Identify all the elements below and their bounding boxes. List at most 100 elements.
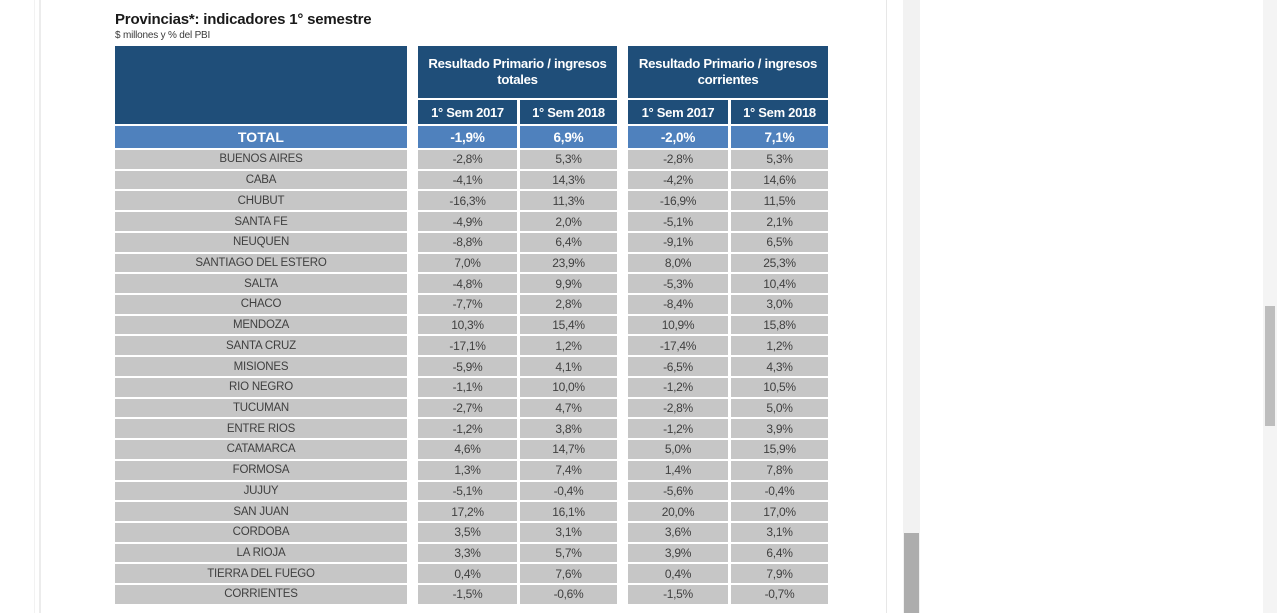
value-cell: 4,7% [517, 396, 617, 418]
value-cell: 3,9% [628, 541, 728, 563]
page-title: Provincias*: indicadores 1° semestre [115, 11, 372, 28]
value-cell: 2,8% [517, 293, 617, 314]
value-cell: 3,8% [517, 417, 617, 439]
value-cell: -4,9% [418, 210, 517, 231]
value-cell: 7,9% [728, 562, 828, 584]
value-cell: 5,0% [728, 396, 828, 418]
total-value: 6,9% [517, 124, 617, 148]
provinces-table: Resultado Primario / ingresos totales Re… [115, 46, 828, 604]
province-label: CHUBUT [115, 189, 407, 211]
province-label: RIO NEGRO [115, 375, 407, 397]
subheader-sem2018-totales: 1° Sem 2018 [517, 100, 617, 124]
viewer-edge-line [34, 0, 35, 613]
province-label: CABA [115, 168, 407, 190]
value-cell: 5,3% [517, 148, 617, 169]
value-cell: 1,3% [418, 458, 517, 480]
value-cell: 5,0% [628, 438, 728, 459]
province-label: SANTIAGO DEL ESTERO [115, 251, 407, 273]
value-cell: -4,1% [418, 168, 517, 190]
value-cell: 7,8% [728, 458, 828, 480]
total-value: 7,1% [728, 124, 828, 148]
province-label: CORDOBA [115, 520, 407, 542]
value-cell: 23,9% [517, 251, 617, 273]
value-cell: -1,2% [418, 417, 517, 439]
value-cell: -4,8% [418, 272, 517, 294]
value-cell: 9,9% [517, 272, 617, 294]
page-right-border [886, 0, 887, 613]
value-cell: -5,3% [628, 272, 728, 294]
window-scrollbar-thumb[interactable] [1265, 306, 1275, 426]
value-cell: -1,5% [418, 583, 517, 604]
value-cell: 11,5% [728, 189, 828, 211]
value-cell: -6,5% [628, 355, 728, 376]
document-page: Provincias*: indicadores 1° semestre $ m… [41, 0, 886, 613]
value-cell: 10,0% [517, 375, 617, 397]
subheader-sem2017-totales: 1° Sem 2017 [418, 100, 517, 124]
value-cell: 10,5% [728, 375, 828, 397]
value-cell: -2,8% [628, 396, 728, 418]
value-cell: 25,3% [728, 251, 828, 273]
province-label: CATAMARCA [115, 438, 407, 459]
province-label: MISIONES [115, 355, 407, 376]
value-cell: 20,0% [628, 500, 728, 521]
province-label: LA RIOJA [115, 541, 407, 563]
value-cell: 10,9% [628, 313, 728, 335]
table-corner-cell [115, 46, 407, 124]
value-cell: -2,8% [628, 148, 728, 169]
value-cell: 14,6% [728, 168, 828, 190]
value-cell: 15,4% [517, 313, 617, 335]
value-cell: -8,4% [628, 293, 728, 314]
value-cell: 14,3% [517, 168, 617, 190]
value-cell: 10,3% [418, 313, 517, 335]
page-scrollbar-track[interactable] [903, 0, 920, 613]
province-label: FORMOSA [115, 458, 407, 480]
value-cell: 17,0% [728, 500, 828, 521]
value-cell: 0,4% [418, 562, 517, 584]
value-cell: 10,4% [728, 272, 828, 294]
value-cell: 17,2% [418, 500, 517, 521]
value-cell: -0,6% [517, 583, 617, 604]
value-cell: 3,1% [517, 520, 617, 542]
province-label: BUENOS AIRES [115, 148, 407, 169]
province-label: NEUQUEN [115, 230, 407, 252]
value-cell: -0,7% [728, 583, 828, 604]
total-value: -2,0% [628, 124, 728, 148]
value-cell: -5,1% [418, 479, 517, 501]
group-header-corrientes: Resultado Primario / ingresos corrientes [628, 46, 828, 100]
subheader-sem2018-corrientes: 1° Sem 2018 [728, 100, 828, 124]
value-cell: -0,4% [517, 479, 617, 501]
province-label: CHACO [115, 293, 407, 314]
value-cell: 2,0% [517, 210, 617, 231]
group-header-totales: Resultado Primario / ingresos totales [418, 46, 617, 100]
province-label: SALTA [115, 272, 407, 294]
value-cell: -8,8% [418, 230, 517, 252]
value-cell: 11,3% [517, 189, 617, 211]
value-cell: -4,2% [628, 168, 728, 190]
window-scrollbar-track[interactable] [1263, 0, 1277, 613]
value-cell: 6,4% [517, 230, 617, 252]
province-label: TUCUMAN [115, 396, 407, 418]
value-cell: -0,4% [728, 479, 828, 501]
value-cell: -16,3% [418, 189, 517, 211]
value-cell: 1,2% [517, 334, 617, 356]
value-cell: -9,1% [628, 230, 728, 252]
value-cell: -17,4% [628, 334, 728, 356]
page-content: Provincias*: indicadores 1° semestre $ m… [115, 10, 828, 604]
page-scrollbar-thumb[interactable] [904, 533, 919, 613]
value-cell: 16,1% [517, 500, 617, 521]
value-cell: 15,9% [728, 438, 828, 459]
value-cell: 8,0% [628, 251, 728, 273]
value-cell: 3,5% [418, 520, 517, 542]
value-cell: -2,7% [418, 396, 517, 418]
value-cell: -5,9% [418, 355, 517, 376]
value-cell: -1,2% [628, 375, 728, 397]
value-cell: -5,6% [628, 479, 728, 501]
value-cell: 5,7% [517, 541, 617, 563]
subheader-sem2017-corrientes: 1° Sem 2017 [628, 100, 728, 124]
value-cell: 1,2% [728, 334, 828, 356]
value-cell: -5,1% [628, 210, 728, 231]
value-cell: -1,1% [418, 375, 517, 397]
value-cell: 4,1% [517, 355, 617, 376]
value-cell: 3,9% [728, 417, 828, 439]
page-subtitle: $ millones y % del PBI [115, 30, 211, 41]
